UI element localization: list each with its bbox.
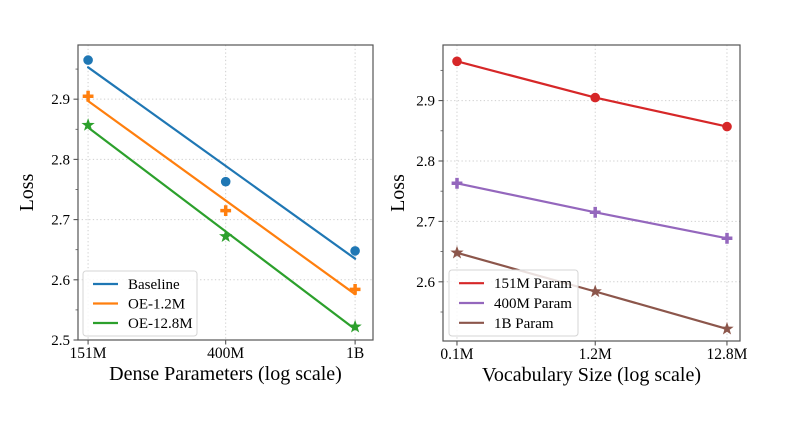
legend-entry: 151M Param bbox=[459, 276, 572, 292]
y-tick-label: 2.8 bbox=[416, 154, 435, 170]
series-151m-param bbox=[452, 56, 732, 132]
axes-ticks: 2.5 2.6 2.7 2.8 2.9 151M 400M 1B bbox=[51, 68, 364, 362]
legend-label: 151M Param bbox=[494, 276, 572, 292]
legend-box bbox=[82, 270, 198, 337]
legend-entry: Baseline bbox=[93, 277, 180, 293]
y-tick-label: 2.9 bbox=[416, 94, 435, 110]
data-point-marker bbox=[588, 284, 602, 298]
legend-label: 400M Param bbox=[494, 296, 572, 312]
y-tick-label: 2.8 bbox=[51, 152, 70, 168]
y-axis-label: Loss bbox=[387, 174, 409, 212]
data-point-marker bbox=[589, 206, 601, 218]
x-tick-label: 12.8M bbox=[706, 346, 747, 363]
legend-label: OE-1.2M bbox=[128, 297, 185, 313]
legend: 151M Param 400M Param 1B Param bbox=[448, 269, 579, 337]
data-point-marker bbox=[82, 90, 94, 102]
y-tick-label: 2.6 bbox=[51, 273, 70, 289]
data-point-marker bbox=[590, 92, 600, 103]
x-tick-label: 0.1M bbox=[440, 346, 473, 363]
data-point-marker bbox=[83, 55, 93, 65]
series-line bbox=[86, 126, 357, 331]
y-tick-label: 2.7 bbox=[416, 214, 435, 230]
x-axis-label: Vocabulary Size (log scale) bbox=[482, 364, 701, 386]
legend-label: Baseline bbox=[128, 277, 180, 293]
y-tick-label: 2.6 bbox=[416, 275, 435, 291]
y-tick-label: 2.9 bbox=[51, 92, 70, 108]
data-point-marker bbox=[220, 176, 231, 187]
right-chart: 2.6 2.7 2.8 2.9 0.1M 1.2M 12.8M Vocabulary Size… bbox=[387, 44, 748, 386]
legend-entry: 1B Param bbox=[459, 316, 554, 332]
series-oe-12.8m bbox=[81, 118, 362, 333]
data-point-marker bbox=[722, 121, 732, 132]
series-oe-1.2m bbox=[82, 90, 361, 296]
x-tick-label: 151M bbox=[70, 345, 107, 362]
data-point-marker bbox=[348, 319, 362, 333]
legend-entry: OE-12.8M bbox=[93, 316, 193, 332]
data-point-marker bbox=[220, 205, 232, 216]
series-line bbox=[86, 66, 357, 260]
x-axis-label: Dense Parameters (log scale) bbox=[109, 363, 342, 385]
data-point-marker bbox=[349, 284, 361, 295]
data-point-marker bbox=[720, 321, 734, 335]
legend-label: 1B Param bbox=[494, 316, 554, 332]
x-tick-label: 400M bbox=[207, 345, 244, 362]
series-line bbox=[86, 99, 357, 296]
axes-ticks: 2.6 2.7 2.8 2.9 0.1M 1.2M 12.8M bbox=[416, 69, 748, 363]
data-point-marker bbox=[451, 177, 463, 189]
x-tick-label: 1B bbox=[346, 345, 364, 362]
x-tick-label: 1.2M bbox=[579, 346, 612, 363]
data-point-marker bbox=[450, 245, 464, 259]
data-point-marker bbox=[350, 246, 360, 256]
series-400m-param bbox=[451, 177, 733, 244]
y-tick-label: 2.5 bbox=[51, 333, 70, 349]
series-1b-param bbox=[450, 245, 734, 335]
legend-label: OE-12.8M bbox=[128, 316, 193, 332]
data-point-marker bbox=[81, 118, 95, 131]
data-point-marker bbox=[452, 56, 462, 67]
legend: Baseline OE-1.2M OE-12.8M bbox=[82, 270, 198, 337]
data-point-marker bbox=[721, 232, 733, 244]
y-tick-label: 2.7 bbox=[51, 213, 70, 229]
series-baseline bbox=[83, 55, 360, 260]
legend-entry: OE-1.2M bbox=[93, 297, 185, 313]
legend-box bbox=[448, 269, 579, 337]
plot-border bbox=[442, 44, 741, 342]
series-line bbox=[455, 60, 729, 128]
data-point-marker bbox=[219, 229, 233, 243]
legend-entry: 400M Param bbox=[459, 296, 572, 312]
y-axis-label: Loss bbox=[16, 173, 38, 211]
